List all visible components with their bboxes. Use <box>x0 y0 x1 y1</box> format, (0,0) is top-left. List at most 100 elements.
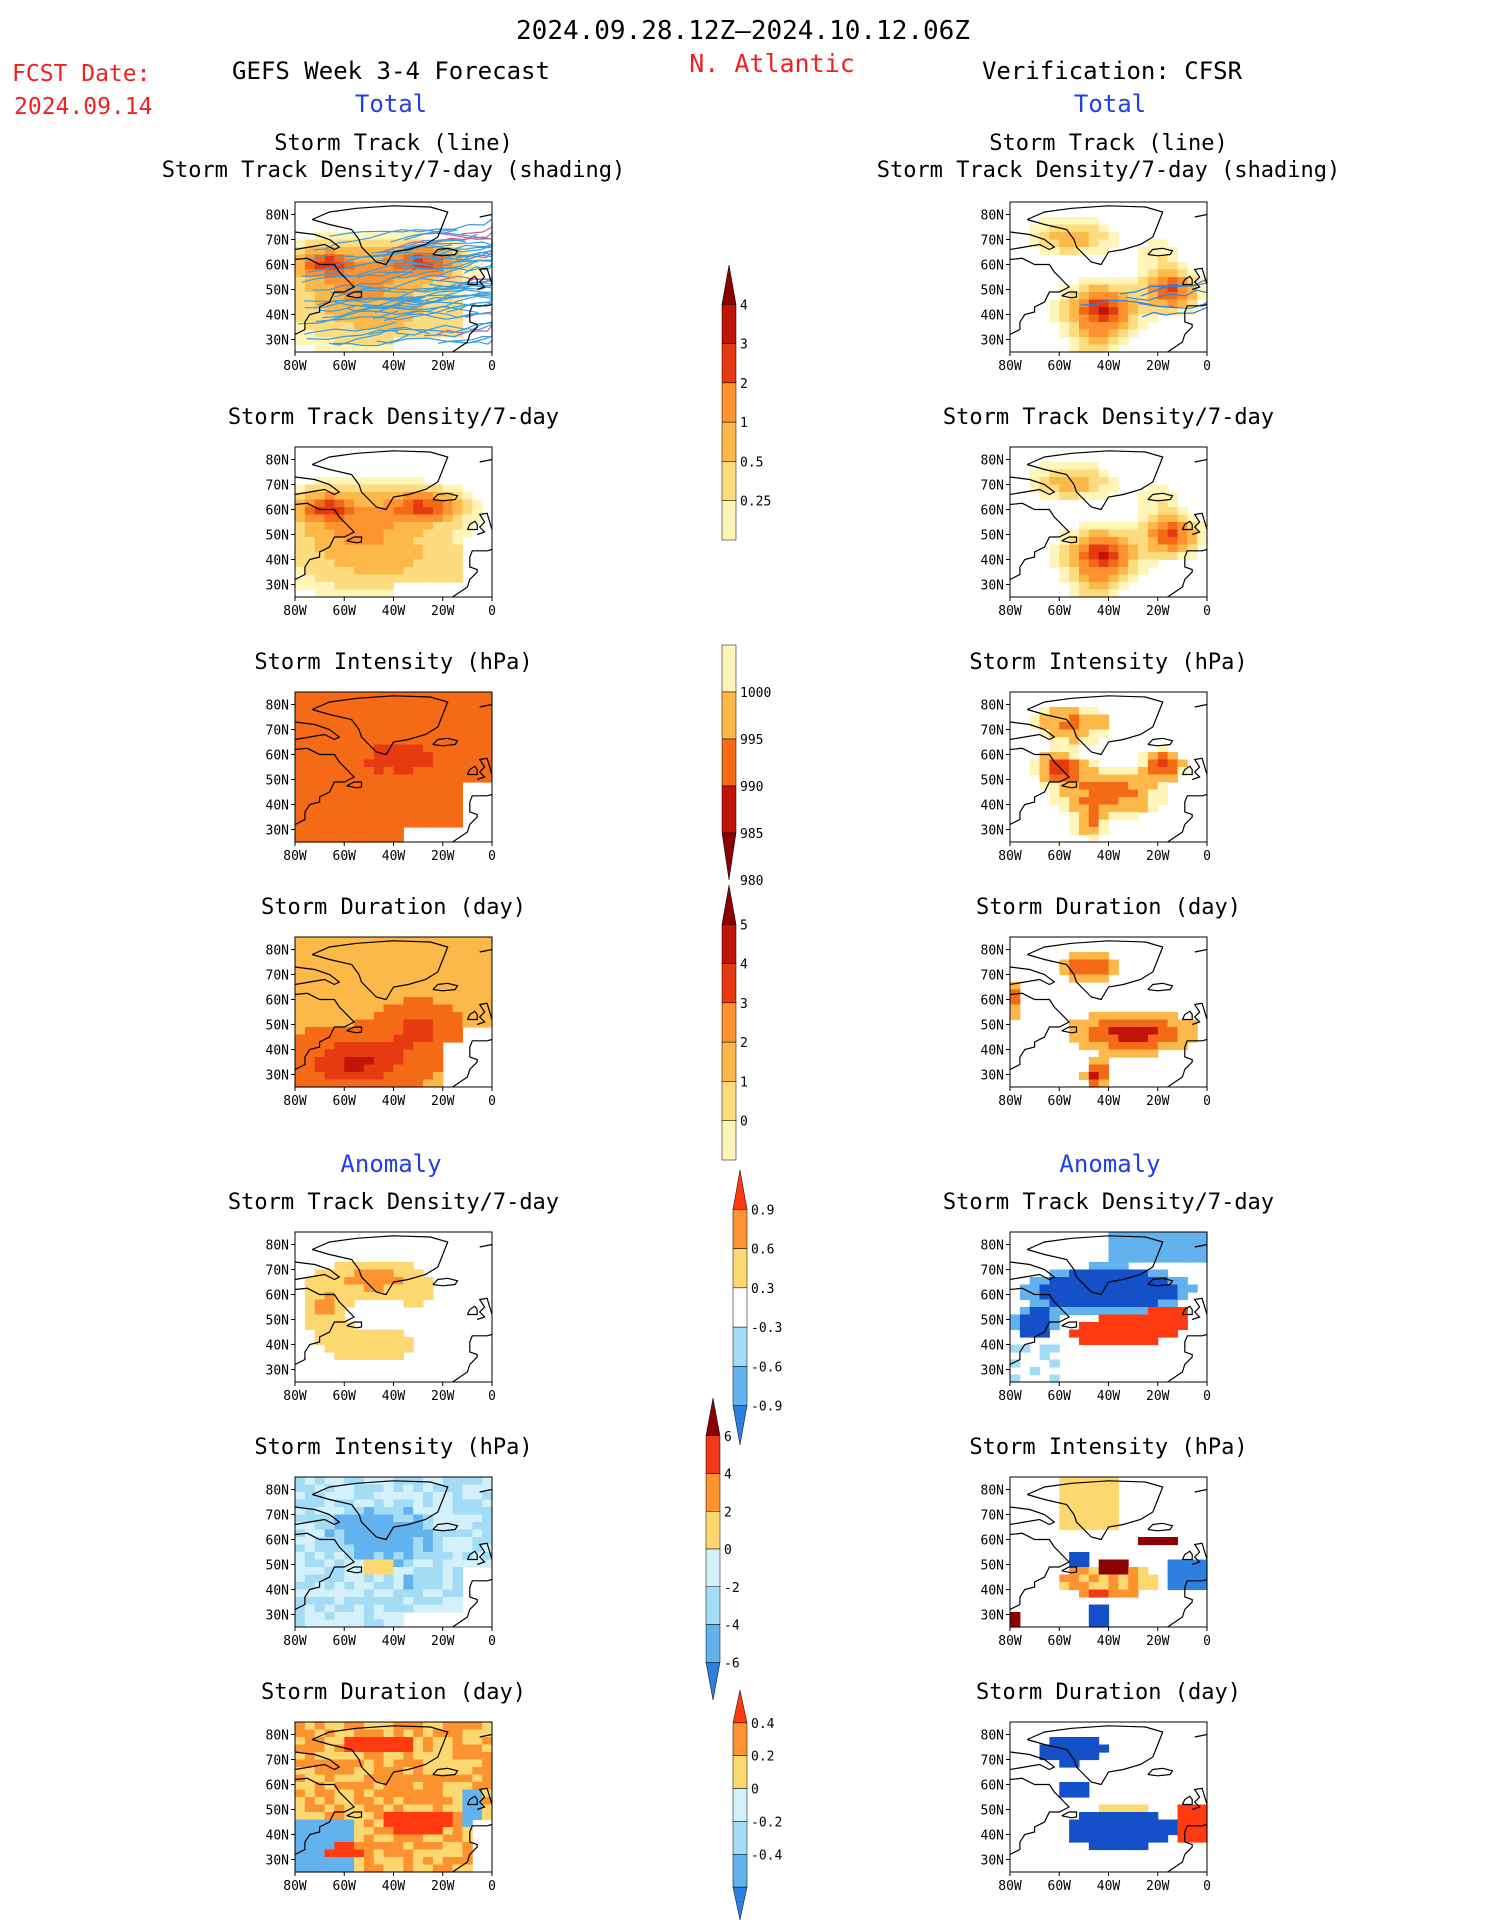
y-tick-label: 70N <box>266 1509 289 1524</box>
grid-cell <box>413 1574 424 1583</box>
grid-cell <box>314 1774 326 1783</box>
grid-cell <box>1010 997 1021 1006</box>
grid-cell <box>334 1619 345 1628</box>
grid-cell <box>363 1352 375 1361</box>
coastline <box>294 502 356 581</box>
grid-cell <box>452 937 463 946</box>
grid-cell <box>1088 299 1100 308</box>
grid-cell <box>452 967 463 976</box>
grid-cell <box>295 1767 306 1776</box>
grid-cell <box>482 1004 493 1013</box>
grid-cell <box>354 692 365 701</box>
grid-cell <box>442 1864 454 1873</box>
grid-cell <box>1167 1012 1178 1021</box>
grid-cell <box>442 752 454 761</box>
grid-cell <box>1118 1834 1129 1843</box>
grid-cell <box>373 1767 385 1776</box>
y-tick-label: 40N <box>981 1339 1004 1354</box>
grid-cell <box>452 1842 463 1851</box>
grid-cell <box>363 752 375 761</box>
grid-cell <box>403 974 414 983</box>
grid-cell <box>423 1477 434 1486</box>
grid-cell <box>423 1864 434 1873</box>
x-tick-label: 80W <box>998 1879 1022 1894</box>
grid-cell <box>1177 1819 1188 1828</box>
grid-cell <box>383 522 394 531</box>
grid-cell <box>442 729 454 738</box>
grid-cell <box>1177 1027 1188 1036</box>
grid-cell <box>363 529 375 538</box>
grid-cell <box>452 329 463 338</box>
x-tick-label: 0 <box>488 1094 496 1109</box>
grid-cell <box>363 834 375 843</box>
grid-cell <box>373 1544 385 1553</box>
grid-cell <box>373 514 385 523</box>
grid-cell <box>1118 767 1129 776</box>
grid-cell <box>1147 284 1159 293</box>
grid-cell <box>462 722 473 731</box>
grid-cell <box>314 269 326 278</box>
grid-cell <box>452 322 463 331</box>
grid-cell <box>354 737 365 746</box>
grid-cell <box>462 1729 473 1738</box>
grid-cell <box>295 269 306 278</box>
grid-cell <box>1069 827 1080 836</box>
grid-cell <box>324 1612 335 1621</box>
grid-cell <box>1108 789 1119 798</box>
grid-cell <box>1138 1537 1149 1546</box>
grid-cell <box>324 239 335 248</box>
grid-cell <box>1069 1027 1080 1036</box>
grid-cell <box>393 699 404 708</box>
grid-cell <box>423 499 434 508</box>
grid-cell <box>1167 1284 1178 1293</box>
grid-cell <box>295 797 306 806</box>
x-tick-label: 40W <box>1097 1389 1121 1404</box>
grid-cell <box>344 1849 355 1858</box>
grid-cell <box>1088 774 1100 783</box>
y-tick-label: 50N <box>266 1804 289 1819</box>
left-column-title: GEFS Week 3-4 Forecast <box>232 57 550 85</box>
grid-cell <box>334 322 345 331</box>
grid-cell <box>383 277 394 286</box>
grid-cell <box>373 707 385 716</box>
grid-cell <box>383 1352 394 1361</box>
grid-cell <box>363 552 375 561</box>
panel-title: Storm Track (line) <box>274 131 512 156</box>
grid-cell <box>403 514 414 523</box>
colorbar-label: 3 <box>740 338 748 353</box>
grid-cell <box>442 1514 454 1523</box>
grid-cell <box>314 1019 326 1028</box>
grid-cell <box>1108 1027 1119 1036</box>
grid-cell <box>324 974 335 983</box>
grid-cell <box>1108 322 1119 331</box>
grid-cell <box>413 1589 424 1598</box>
grid-cell <box>393 1499 404 1508</box>
grid-cell <box>1138 1034 1149 1043</box>
grid-cell <box>1069 1737 1080 1746</box>
grid-cell <box>1108 1329 1119 1338</box>
grid-cell <box>1039 767 1050 776</box>
map-panel-p1: Storm Track (line)Storm Track Density/7-… <box>162 131 626 374</box>
colorbar-segment <box>705 1511 721 1550</box>
grid-cell <box>432 774 444 783</box>
grid-cell <box>354 1064 365 1073</box>
grid-cell <box>1098 1744 1110 1753</box>
grid-cell <box>363 1834 375 1843</box>
grid-cell <box>482 1797 493 1806</box>
grid-cell <box>295 1507 306 1516</box>
panel-title: Storm Duration (day) <box>261 895 526 920</box>
coastline <box>1194 948 1208 953</box>
grid-cell <box>314 1492 326 1501</box>
coastline <box>1167 1333 1208 1383</box>
grid-cell <box>1187 1827 1198 1836</box>
grid-cell <box>452 752 463 761</box>
grid-cell <box>1187 292 1198 301</box>
x-tick-label: 60W <box>333 849 357 864</box>
grid-cell <box>462 1812 473 1821</box>
grid-cell <box>462 1849 473 1858</box>
grid-cell <box>373 1597 385 1606</box>
grid-cell <box>1118 774 1129 783</box>
grid-cell <box>1167 284 1178 293</box>
grid-cell <box>354 477 365 486</box>
grid-cell <box>304 1812 316 1821</box>
